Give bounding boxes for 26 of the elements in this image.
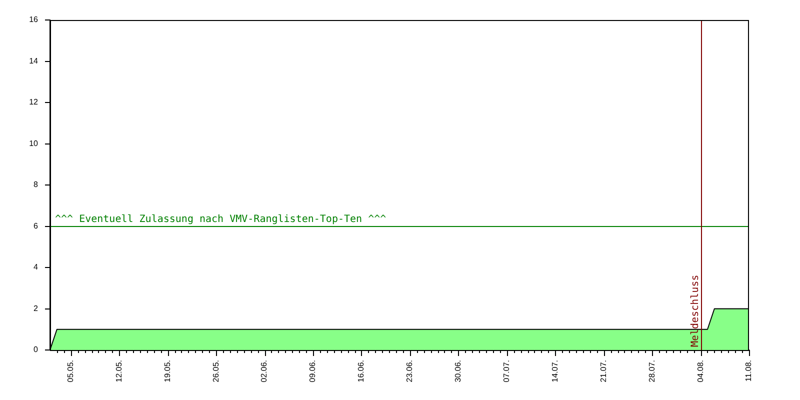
x-tick-label: 14.07.	[550, 360, 560, 382]
x-tick-label: 04.08.	[696, 360, 705, 382]
x-tick-label: 28.07.	[647, 360, 656, 382]
y-tick-label: 6	[34, 221, 39, 230]
x-tick-label: 30.06.	[454, 360, 463, 382]
x-tick-label: 07.07.	[502, 360, 511, 382]
ref-line-label: ^^^ Eventuell Zulassung nach VMV-Ranglisten-Top-Ten ^^^	[55, 214, 386, 226]
x-tick-label: 02.06.	[260, 360, 269, 382]
ref-line-label: Meldeschluss	[690, 274, 702, 347]
y-tick-label: 0	[34, 345, 39, 354]
y-tick-label: 4	[34, 262, 39, 272]
x-tick-label: 16.06.	[356, 360, 366, 382]
x-tick-label: 26.05.	[211, 360, 220, 382]
x-tick-label: 19.05.	[162, 360, 172, 382]
y-tick-label: 8	[34, 180, 39, 190]
x-tick-label: 05.05.	[66, 360, 75, 382]
x-tick-label: 12.05.	[114, 360, 124, 382]
y-tick-label: 16	[29, 15, 39, 24]
x-tick-label: 21.07.	[598, 360, 608, 382]
y-tick-label: 14	[29, 56, 39, 66]
x-tick-label: 09.06.	[308, 360, 318, 382]
y-tick-label: 12	[29, 98, 39, 107]
x-tick-label: 23.06.	[405, 360, 414, 382]
x-tick-label: 11.08.	[744, 360, 754, 382]
y-tick-label: 2	[34, 304, 39, 313]
y-tick-label: 10	[29, 138, 39, 148]
